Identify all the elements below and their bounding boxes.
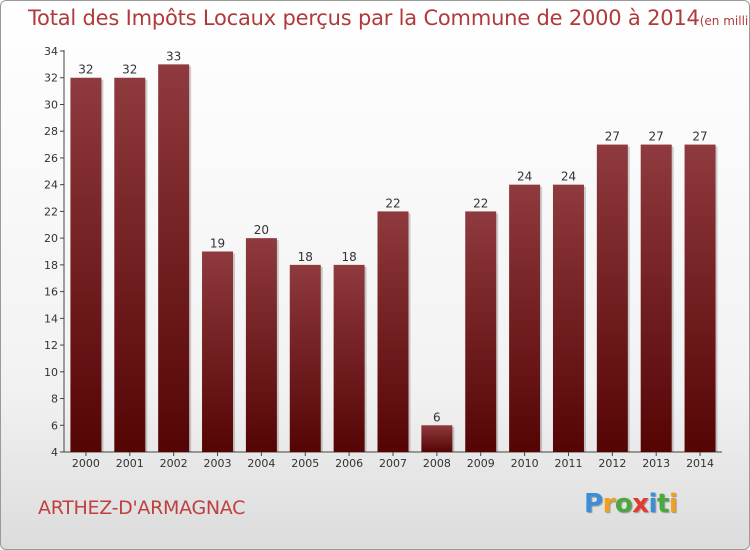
logo-letter: r bbox=[602, 489, 616, 519]
bar bbox=[465, 211, 497, 452]
x-tick-label: 2005 bbox=[291, 457, 319, 470]
bar-value-label: 33 bbox=[166, 49, 181, 63]
y-tick-label: 34 bbox=[44, 45, 58, 58]
bar-value-label: 22 bbox=[473, 196, 488, 210]
bar-value-label: 18 bbox=[298, 250, 313, 264]
y-tick-label: 24 bbox=[44, 179, 58, 192]
bar bbox=[640, 144, 672, 453]
bar-value-label: 32 bbox=[78, 63, 93, 77]
y-tick-label: 4 bbox=[51, 446, 58, 459]
bar bbox=[202, 251, 234, 452]
y-tick-label: 8 bbox=[51, 393, 58, 406]
x-tick-label: 2006 bbox=[335, 457, 363, 470]
x-tick-label: 2000 bbox=[72, 457, 100, 470]
bar bbox=[114, 77, 146, 452]
x-tick-label: 2001 bbox=[116, 457, 144, 470]
bar-value-label: 32 bbox=[122, 63, 137, 77]
x-tick-label: 2009 bbox=[467, 457, 495, 470]
y-tick-label: 16 bbox=[44, 286, 58, 299]
x-tick-label: 2011 bbox=[554, 457, 582, 470]
y-tick-label: 6 bbox=[51, 419, 58, 432]
bar-value-label: 24 bbox=[517, 170, 532, 184]
y-tick-label: 22 bbox=[44, 205, 58, 218]
bar bbox=[552, 184, 584, 452]
bar bbox=[596, 144, 628, 453]
bar-value-label: 27 bbox=[692, 130, 707, 144]
bar bbox=[158, 64, 190, 452]
bar-value-label: 20 bbox=[254, 223, 269, 237]
chart-title: Total des Impôts Locaux perçus par la Co… bbox=[28, 6, 749, 30]
bar-value-label: 24 bbox=[561, 170, 576, 184]
bar bbox=[289, 264, 321, 452]
x-tick-label: 2010 bbox=[511, 457, 539, 470]
y-tick-label: 14 bbox=[44, 312, 58, 325]
logo-letter: P bbox=[584, 489, 603, 519]
bar bbox=[70, 77, 102, 452]
y-tick-label: 32 bbox=[44, 72, 58, 85]
logo-letter: i bbox=[668, 489, 678, 519]
bar bbox=[684, 144, 716, 453]
y-tick-label: 28 bbox=[44, 125, 58, 138]
bar-value-label: 19 bbox=[210, 237, 225, 251]
x-tick-label: 2012 bbox=[598, 457, 626, 470]
logo-letter: x bbox=[632, 489, 649, 519]
bar bbox=[245, 238, 277, 452]
y-tick-label: 12 bbox=[44, 339, 58, 352]
x-tick-label: 2004 bbox=[247, 457, 275, 470]
logo-letter: t bbox=[656, 489, 669, 519]
bar bbox=[333, 264, 365, 452]
y-tick-label: 18 bbox=[44, 259, 58, 272]
y-tick-label: 30 bbox=[44, 98, 58, 111]
logo-letter: i bbox=[648, 489, 658, 519]
bar-value-label: 6 bbox=[433, 410, 441, 424]
bar bbox=[377, 211, 409, 452]
commune-name: ARTHEZ-D'ARMAGNAC bbox=[38, 497, 246, 519]
bar-value-label: 22 bbox=[385, 196, 400, 210]
logo-letter: o bbox=[614, 489, 633, 519]
x-tick-label: 2007 bbox=[379, 457, 407, 470]
chart-title-main: Total des Impôts Locaux perçus par la Co… bbox=[28, 6, 700, 30]
bar-value-label: 27 bbox=[649, 130, 664, 144]
bar-value-label: 27 bbox=[605, 130, 620, 144]
y-tick-label: 10 bbox=[44, 366, 58, 379]
x-tick-label: 2002 bbox=[160, 457, 188, 470]
x-tick-label: 2003 bbox=[204, 457, 232, 470]
x-tick-label: 2014 bbox=[686, 457, 714, 470]
proxiti-logo: Proxiti bbox=[584, 489, 678, 519]
x-tick-label: 2008 bbox=[423, 457, 451, 470]
bar bbox=[421, 425, 453, 452]
x-tick-label: 2013 bbox=[642, 457, 670, 470]
y-tick-label: 20 bbox=[44, 232, 58, 245]
bar bbox=[509, 184, 541, 452]
bar-value-label: 18 bbox=[341, 250, 356, 264]
chart-title-unit: (en milliers d'€) bbox=[699, 14, 749, 28]
y-tick-label: 26 bbox=[44, 152, 58, 165]
